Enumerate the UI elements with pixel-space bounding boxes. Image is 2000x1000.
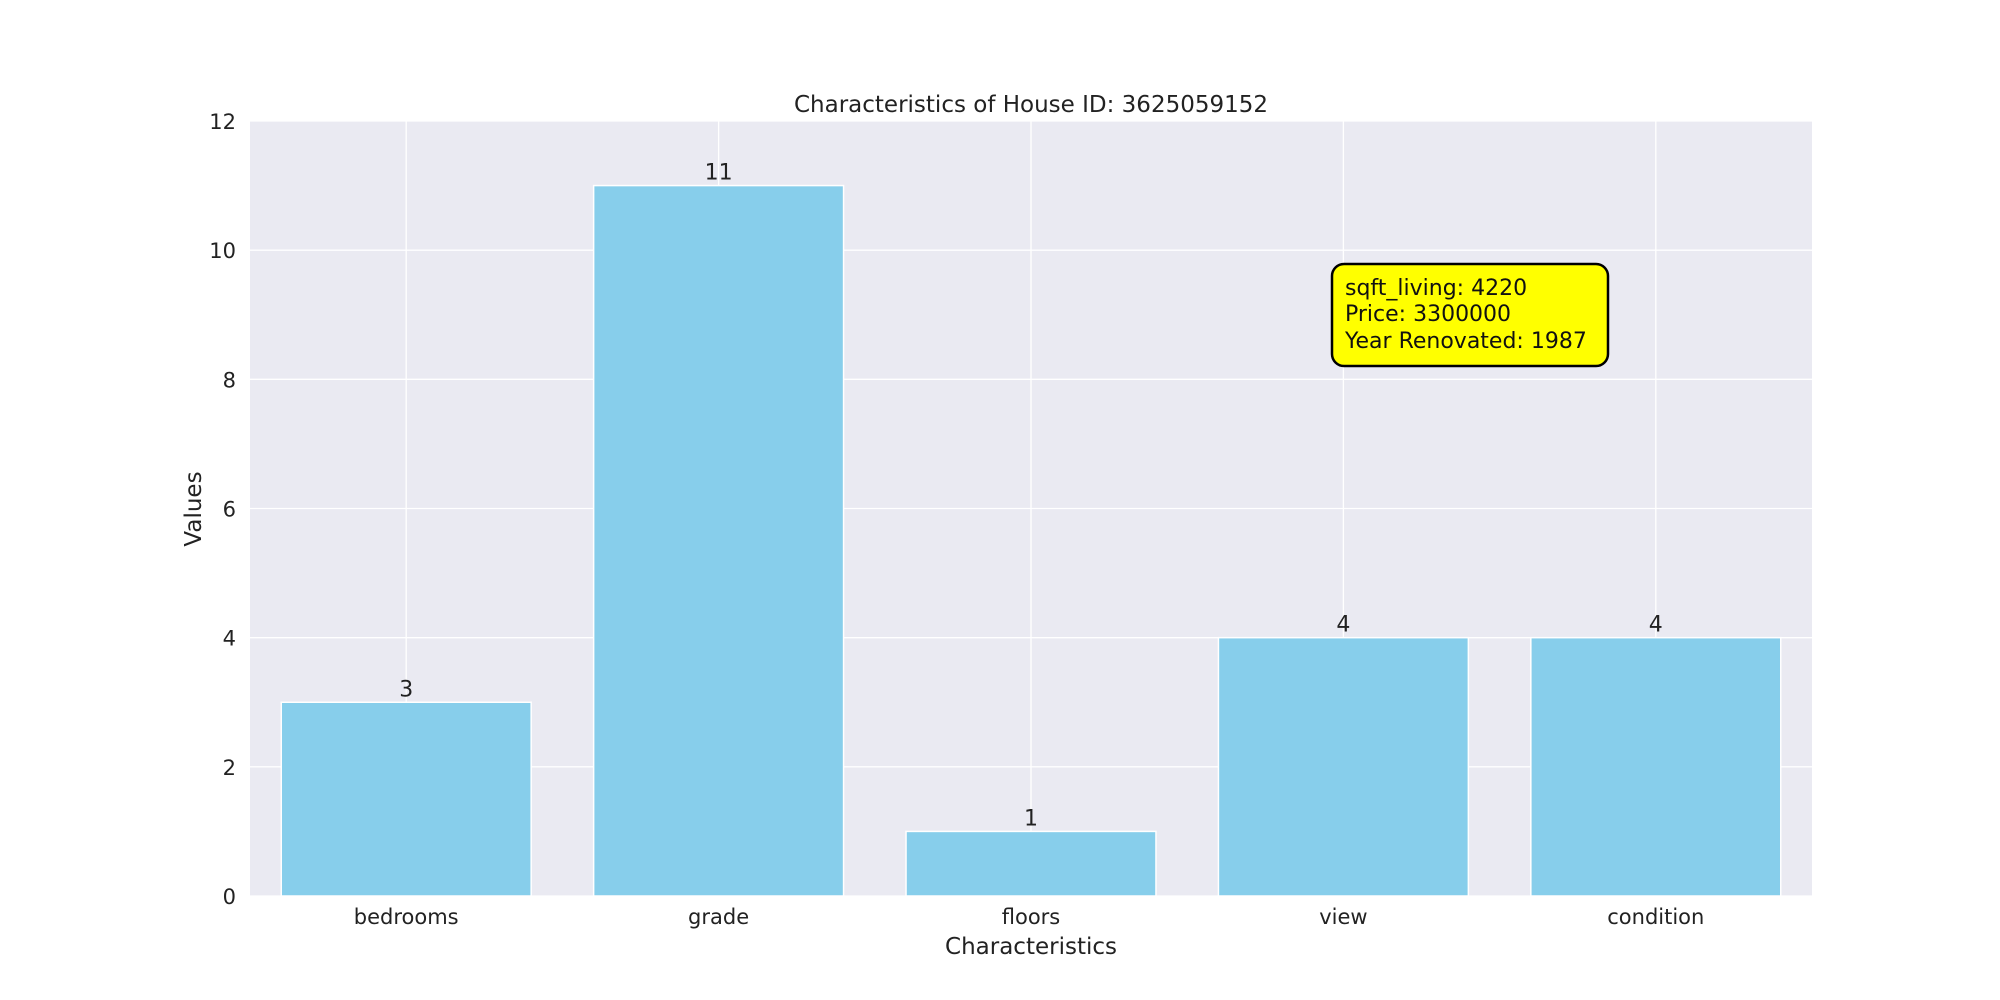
y-axis-label: Values [181,471,207,546]
x-tick-label-view: view [1319,905,1367,929]
bar-view [1217,636,1470,897]
y-tick-label: 10 [209,239,236,263]
y-tick-label: 6 [223,498,236,522]
x-axis-label: Characteristics [945,934,1117,960]
data-label-grade: 11 [705,161,733,186]
y-tick-label: 2 [223,756,236,780]
x-tick-label-floors: floors [1002,905,1061,929]
y-tick-label: 0 [223,885,236,909]
y-tick-label: 4 [223,627,236,651]
annotation-box [1330,262,1610,368]
y-tick-label: 8 [223,368,236,392]
bar-bedrooms [280,701,532,897]
data-label-floors: 1 [1024,806,1038,831]
bar-condition [1530,636,1782,897]
y-tick-labels: 0 2 4 6 8 10 12 [209,110,236,909]
annotation-line: Year Renovated: 1987 [1344,329,1587,354]
bar-floors [905,830,1157,897]
x-tick-label-bedrooms: bedrooms [354,905,459,929]
chart-title: Characteristics of House ID: 3625059152 [794,92,1268,118]
y-tick-label: 12 [209,110,236,134]
x-tick-label-grade: grade [688,905,749,929]
bar-grade [592,184,845,897]
annotation-line: Price: 3300000 [1345,302,1511,327]
x-tick-labels: bedrooms grade floors view condition [354,905,1705,929]
data-label-view: 4 [1336,613,1350,638]
data-label-bedrooms: 3 [399,677,413,702]
annotation-line: sqft_living: 4220 [1345,276,1527,301]
x-tick-label-condition: condition [1607,905,1704,929]
data-label-condition: 4 [1649,613,1663,638]
info-annotation: sqft_living: 4220 Price: 3300000 Year Re… [1330,262,1610,368]
bars [280,184,1782,897]
